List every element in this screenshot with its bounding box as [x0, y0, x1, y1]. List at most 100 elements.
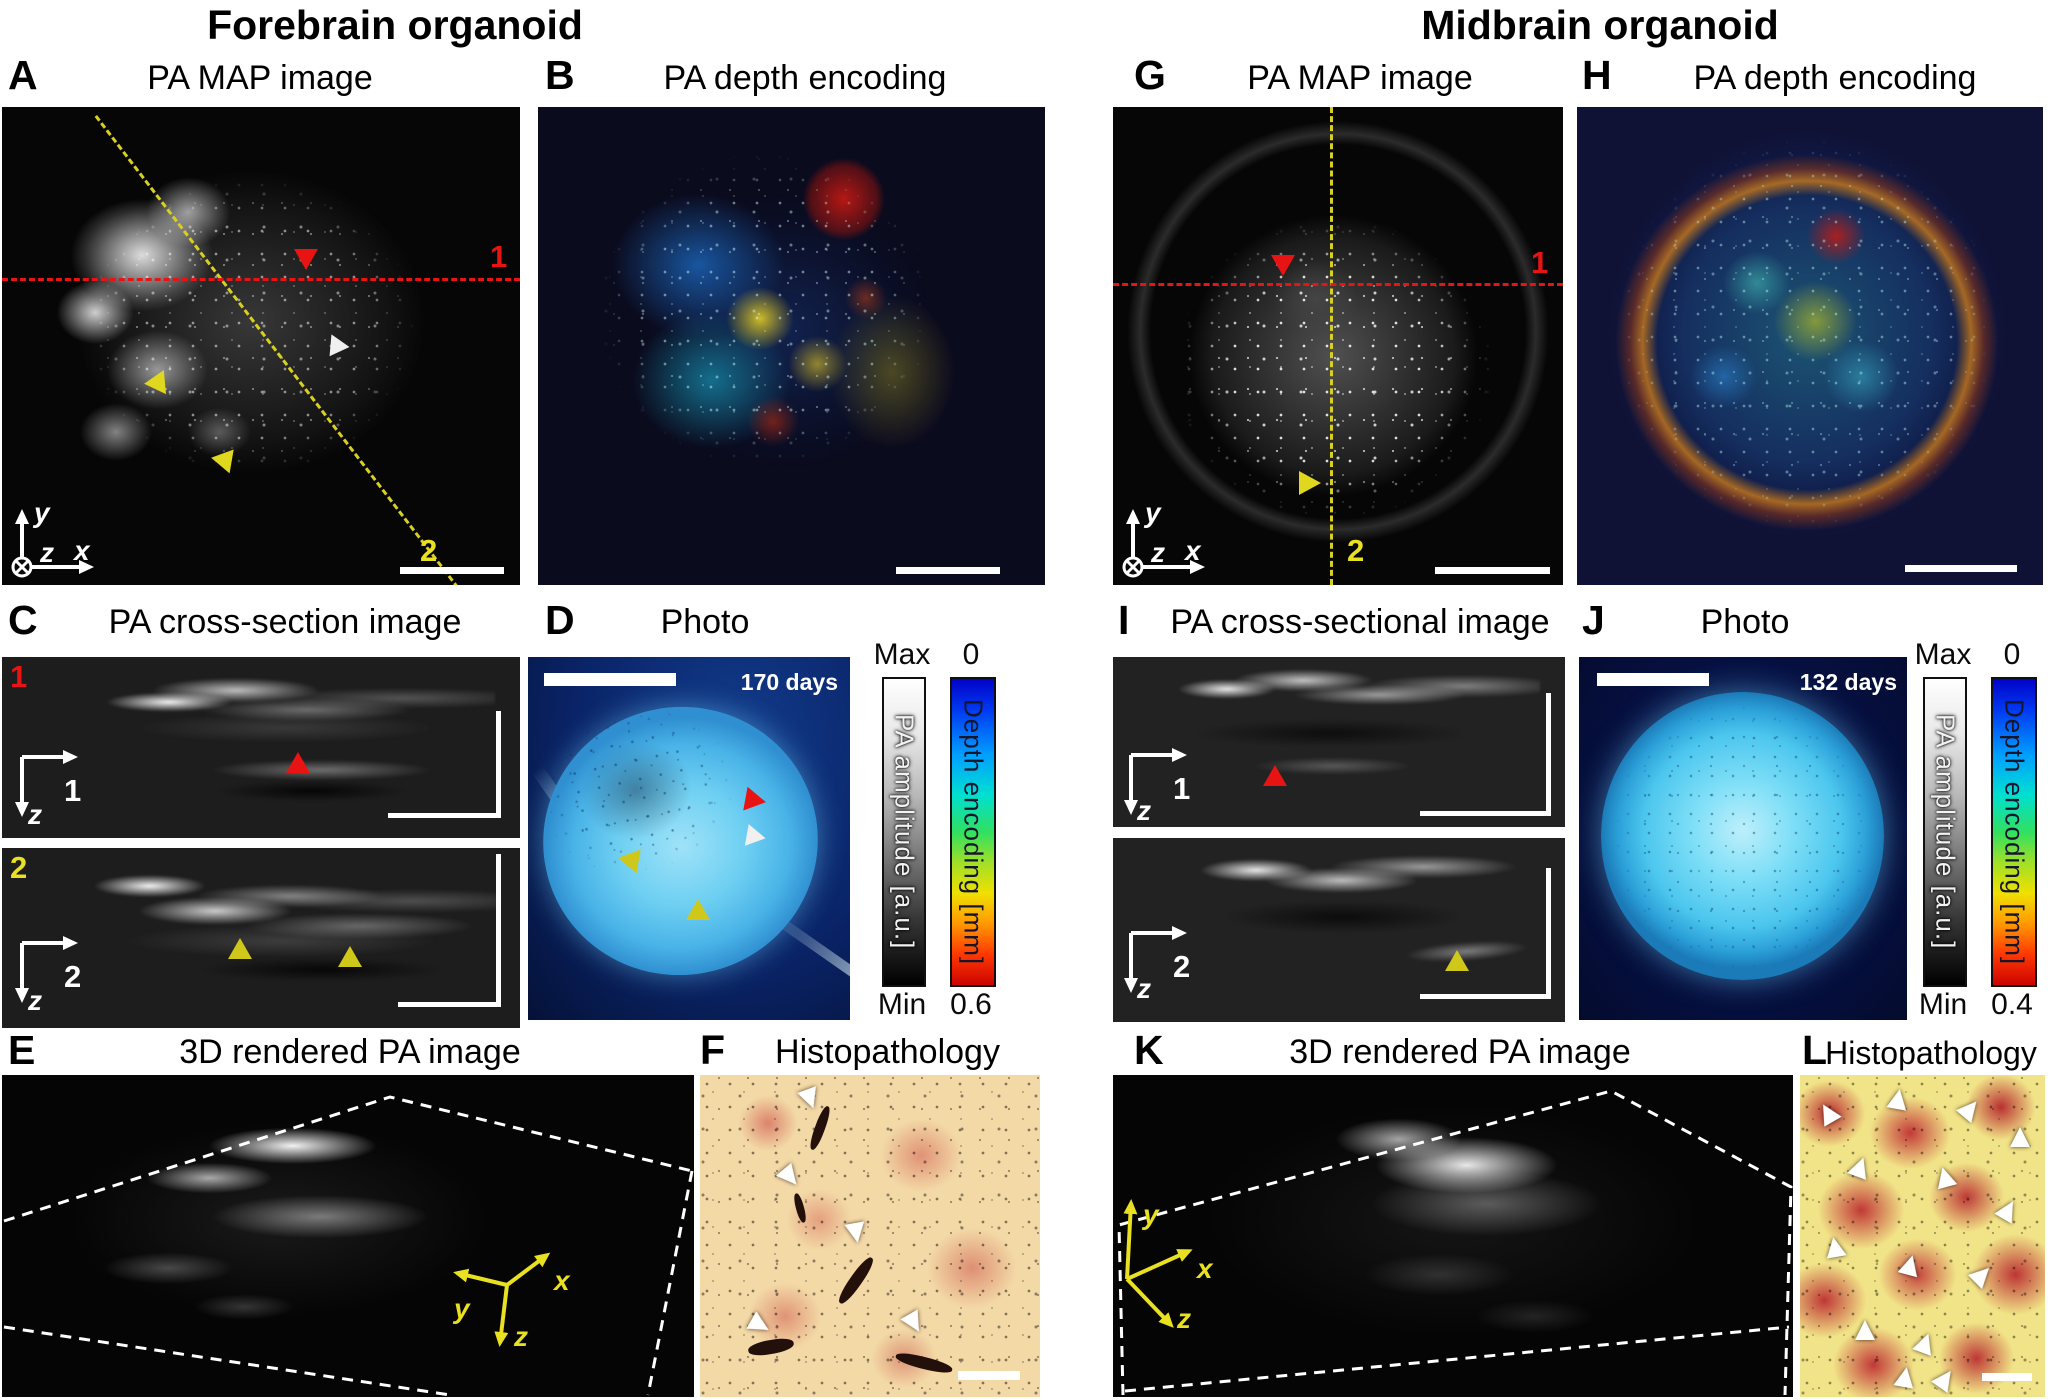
amp-min-label: Min — [1918, 988, 1968, 1021]
section-label-2: 2 — [1347, 533, 1365, 568]
photo-forebrain: 170 days — [528, 657, 850, 1020]
cross-axis-icon — [15, 936, 78, 1003]
panel-title-A: PA MAP image — [147, 59, 373, 97]
axis-label-z: z — [1151, 537, 1165, 568]
axis-label-x: x — [1197, 1253, 1213, 1284]
axis-label-z: z — [1137, 795, 1151, 826]
red-arrowhead-icon — [1271, 255, 1295, 276]
pa-3d-render-forebrain: x y z — [2, 1075, 694, 1397]
axis-label-x: x — [554, 1265, 570, 1296]
pa-cross-section-1-forebrain: 1 1 z — [2, 657, 520, 838]
scale-bar — [1420, 811, 1551, 816]
section-line-1 — [1113, 283, 1563, 286]
scale-bar — [398, 1002, 501, 1007]
scale-bar — [496, 711, 501, 817]
column-title-midbrain: Midbrain organoid — [1421, 2, 1779, 48]
cross-section-band — [77, 667, 495, 745]
depth-encoding-colorbar-label: Depth encoding [mm] — [958, 698, 989, 966]
speckle-texture — [2, 107, 520, 585]
red-arrowhead-icon — [1263, 765, 1287, 786]
panel-letter-I: I — [1118, 597, 1130, 643]
scale-bar — [496, 854, 501, 1006]
amp-max-label: Max — [1914, 638, 1972, 671]
axis-label-x: x — [1185, 535, 1201, 566]
pa-depth-encoding-midbrain — [1577, 107, 2043, 585]
yellow-arrowhead-icon — [338, 946, 362, 967]
cell-texture — [1800, 1075, 2045, 1397]
red-arrowhead-icon — [294, 249, 318, 270]
scale-bar — [400, 567, 504, 574]
axis-label-y: y — [1143, 1199, 1159, 1230]
yellow-arrowhead-icon — [228, 938, 252, 959]
yellow-arrowhead-icon — [1445, 950, 1469, 971]
amp-max-label: Max — [873, 638, 931, 671]
depth-max-label: 0.6 — [950, 988, 992, 1021]
pa-map-image-forebrain: 1 2 y z x — [2, 107, 520, 585]
panel-title-J: Photo — [1700, 603, 1790, 641]
white-arrowhead-icon — [844, 1221, 868, 1245]
cross-section-band — [1158, 663, 1540, 721]
panel-title-G: PA MAP image — [1247, 59, 1473, 97]
yellow-arrowhead-icon — [686, 899, 710, 920]
axis-label-y: y — [34, 497, 50, 528]
white-arrowhead-icon — [1823, 1235, 1847, 1259]
panel-letter-G: G — [1134, 52, 1166, 98]
corner-label-1: 1 — [10, 659, 28, 694]
panel-letter-H: H — [1582, 52, 1612, 98]
panel-letter-K: K — [1134, 1027, 1164, 1073]
pa-cross-section-2-forebrain: 2 2 z — [2, 848, 520, 1028]
cross-axis-icon — [1124, 926, 1187, 993]
axis-label-z: z — [28, 985, 42, 1016]
scale-bar — [1546, 693, 1551, 815]
pa-amplitude-colorbar-label: PA amplitude [a.u.] — [1930, 714, 1961, 950]
depth-encoding-colorbar-label: Depth encoding [mm] — [1999, 698, 2030, 966]
scale-bar — [544, 673, 676, 686]
axis-label-y: y — [454, 1293, 470, 1324]
depth-zero-label: 0 — [2003, 638, 2021, 671]
section-label-2: 2 — [420, 533, 438, 568]
render-blobs — [1113, 1075, 1793, 1397]
red-arrowhead-icon — [286, 752, 310, 773]
panel-letter-A: A — [8, 52, 38, 98]
xyz-axis-icon — [11, 509, 94, 578]
section-line-1 — [2, 278, 520, 281]
scale-bar — [1546, 868, 1551, 998]
axis-label-z: z — [1137, 973, 1151, 1004]
panel-letter-D: D — [545, 597, 575, 643]
axis-label-x: x — [74, 535, 90, 566]
section-label-1: 1 — [490, 239, 508, 274]
column-title-forebrain: Forebrain organoid — [207, 2, 583, 48]
speckle-texture — [1601, 692, 1884, 980]
photo-midbrain: 132 days — [1579, 657, 1907, 1020]
scale-bar — [1597, 673, 1709, 686]
depth-zero-label: 0 — [962, 638, 980, 671]
scale-bar — [388, 813, 501, 818]
pa-amplitude-colorbar: PA amplitude [a.u.] — [882, 677, 926, 987]
pa-cross-section-1-midbrain: 1 z — [1113, 657, 1565, 827]
histopathology-forebrain — [700, 1075, 1040, 1397]
axis-number-label: 1 — [1173, 771, 1191, 806]
organoid-photo — [1601, 692, 1884, 980]
scale-bar — [1905, 565, 2017, 572]
panel-title-F: Histopathology — [775, 1033, 1000, 1071]
depth-encoding-colorbar: Depth encoding [mm] — [950, 677, 996, 987]
scale-bar — [1982, 1373, 2032, 1381]
panel-title-K: 3D rendered PA image — [1289, 1033, 1631, 1071]
cross-axis-icon — [15, 750, 78, 817]
pa-depth-encoding-forebrain — [538, 107, 1045, 585]
cross-section-shadow — [1203, 898, 1483, 940]
panel-title-B: PA depth encoding — [663, 59, 947, 97]
panel-letter-E: E — [8, 1027, 36, 1073]
panel-title-I: PA cross-sectional image — [1170, 603, 1550, 641]
pa-amplitude-colorbar: PA amplitude [a.u.] — [1923, 677, 1967, 987]
section-label-1: 1 — [1531, 245, 1549, 280]
xyz-axis-3d-icon — [453, 1252, 551, 1347]
panel-letter-J: J — [1582, 597, 1605, 643]
cross-section-band — [62, 856, 500, 956]
axis-number-label: 2 — [1173, 949, 1191, 984]
axis-label-z: z — [28, 799, 42, 830]
age-label: 132 days — [1799, 669, 1897, 695]
depth-encoding-colorbar: Depth encoding [mm] — [1991, 677, 2037, 987]
depth-encoded-organoid — [1599, 121, 2015, 547]
